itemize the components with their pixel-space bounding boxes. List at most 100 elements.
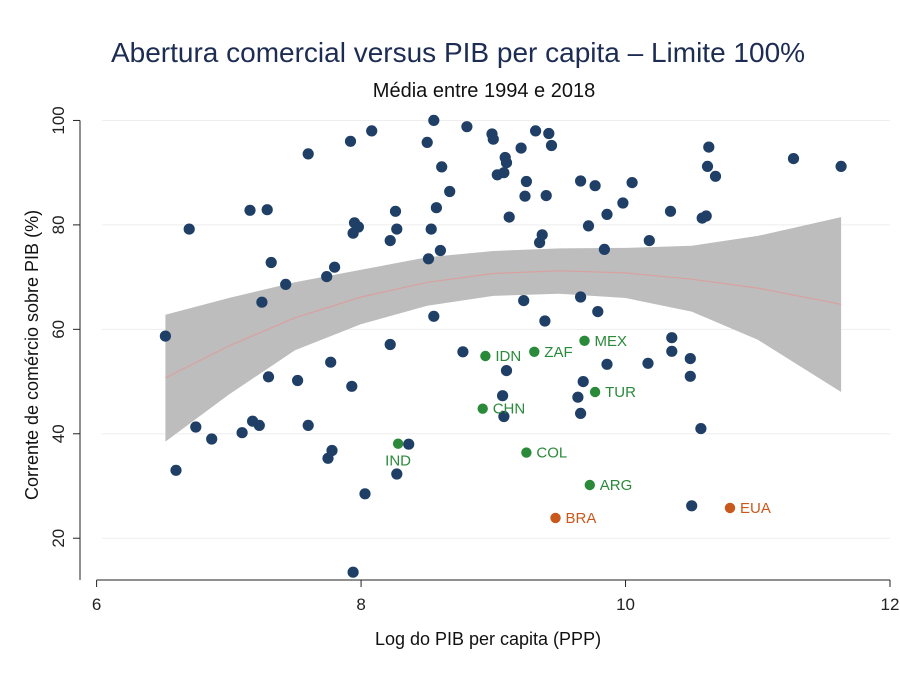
country-point	[592, 306, 604, 318]
country-point	[292, 374, 304, 387]
country-point	[236, 427, 248, 439]
country-point	[346, 380, 358, 392]
highlight-point-tur	[589, 386, 601, 398]
country-point	[520, 175, 533, 188]
country-point	[347, 566, 359, 578]
country-point	[461, 121, 473, 133]
country-point	[497, 390, 509, 402]
x-tick-label: 8	[356, 595, 365, 614]
country-point	[326, 444, 338, 457]
country-point	[684, 370, 696, 382]
country-point	[253, 419, 265, 431]
country-point	[540, 190, 552, 202]
country-point	[598, 243, 611, 255]
country-point	[695, 423, 707, 435]
y-tick-label: 60	[49, 320, 68, 339]
country-point	[430, 202, 442, 214]
highlight-point-bra	[550, 512, 561, 524]
country-point	[265, 256, 277, 269]
country-point	[666, 332, 678, 344]
country-point	[787, 153, 800, 165]
highlight-point-zaf	[529, 346, 540, 357]
country-point	[366, 125, 378, 137]
country-point	[352, 221, 364, 233]
country-point	[262, 371, 275, 383]
country-point	[422, 253, 435, 265]
country-point	[302, 148, 314, 160]
country-point	[601, 208, 613, 220]
highlight-label-idn: IDN	[495, 348, 521, 365]
x-tick-label: 6	[92, 595, 101, 614]
country-point	[666, 345, 678, 357]
country-point	[325, 356, 337, 368]
country-point	[626, 177, 638, 189]
country-point	[686, 500, 698, 512]
country-point	[391, 223, 403, 235]
country-point	[575, 291, 587, 303]
confidence-band	[165, 217, 842, 442]
country-point	[572, 391, 584, 403]
country-point	[684, 353, 696, 365]
country-point	[543, 127, 555, 140]
country-point	[539, 315, 551, 327]
country-point	[642, 357, 654, 369]
country-point	[487, 133, 499, 145]
country-point	[344, 135, 357, 147]
country-point	[530, 125, 542, 137]
highlight-label-arg: ARG	[600, 477, 633, 494]
country-point	[436, 161, 448, 173]
country-point	[498, 410, 510, 423]
chart-subtitle: Média entre 1994 e 2018	[373, 80, 595, 102]
country-point	[617, 197, 629, 209]
highlight-point-idn	[480, 350, 491, 362]
country-point	[703, 141, 715, 153]
country-point	[159, 330, 171, 342]
y-axis-label: Corrente de comércio sobre PIB (%)	[22, 210, 42, 500]
highlight-point-arg	[584, 479, 595, 491]
country-point	[835, 160, 847, 172]
country-point	[206, 433, 218, 445]
country-point	[321, 271, 333, 283]
country-point	[536, 229, 548, 241]
country-point	[500, 365, 513, 377]
country-point	[575, 407, 587, 419]
country-point	[428, 310, 440, 322]
country-point	[515, 142, 527, 154]
country-point	[700, 210, 712, 222]
highlight-point-col	[521, 447, 532, 458]
highlight-label-mex: MEX	[595, 333, 628, 350]
y-tick-label: 100	[49, 106, 68, 134]
x-axis-label: Log do PIB per capita (PPP)	[375, 629, 601, 649]
y-tick-label: 40	[49, 424, 68, 443]
country-point	[428, 114, 440, 126]
country-point	[329, 261, 341, 273]
data-points	[159, 114, 847, 578]
highlight-label-ind: IND	[385, 453, 411, 470]
highlight-label-col: COL	[536, 445, 567, 462]
country-point	[359, 488, 371, 500]
country-point	[391, 468, 403, 480]
country-point	[421, 136, 433, 148]
country-point	[577, 376, 589, 388]
country-point	[183, 223, 195, 235]
country-point	[518, 295, 530, 307]
country-point	[498, 167, 510, 179]
country-point	[601, 358, 613, 370]
country-point	[664, 205, 677, 217]
country-point	[280, 278, 292, 290]
highlight-label-zaf: ZAF	[544, 344, 572, 361]
country-point	[170, 464, 182, 476]
highlight-label-chn: CHN	[493, 401, 526, 418]
country-point	[425, 223, 437, 235]
y-tick-label: 80	[49, 215, 68, 234]
country-point	[256, 296, 268, 308]
country-point	[444, 185, 456, 198]
x-tick-label: 12	[881, 595, 900, 614]
highlight-point-eua	[724, 502, 736, 514]
ci-band	[165, 217, 842, 442]
country-point	[519, 190, 531, 202]
country-point	[384, 338, 396, 351]
fit-line	[165, 270, 842, 379]
country-point	[190, 421, 202, 433]
